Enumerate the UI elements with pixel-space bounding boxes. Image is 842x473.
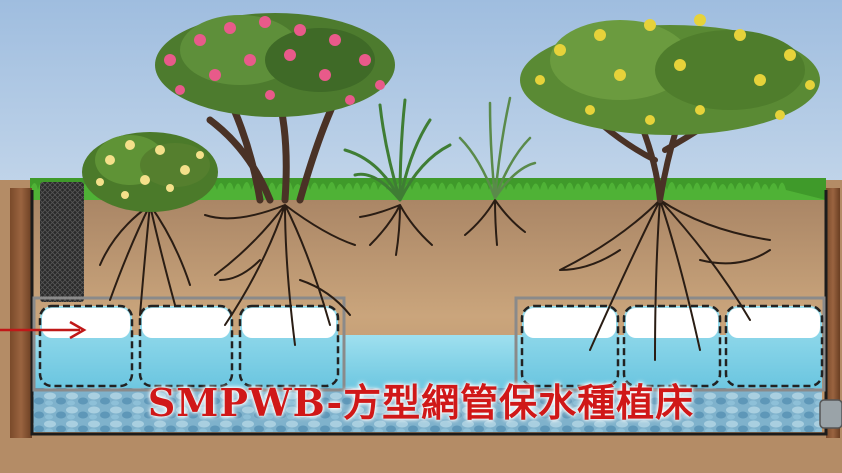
drain-outlet [819,399,842,429]
right-wood-board [826,188,840,438]
pebble-layer [32,388,822,432]
yellow-flowering-tree [520,14,820,203]
right-module-frame [514,296,826,392]
left-storage-modules [38,304,340,388]
vertical-mesh-pipe [40,182,84,302]
left-module-frame [32,296,346,392]
left-wood-board [10,188,32,438]
crape-myrtle-tree [155,13,395,204]
flowering-shrub [82,132,218,212]
bed-container-outline [30,190,828,436]
right-storage-modules [520,304,824,388]
plant-roots [99,199,771,361]
ornamental-grass-left [343,98,452,202]
diagram-caption: SMPWB-方型網管保水種植床 [147,380,695,425]
ornamental-grass-right [458,96,537,200]
inflow-arrow [0,320,87,340]
grass-strip [30,178,826,200]
